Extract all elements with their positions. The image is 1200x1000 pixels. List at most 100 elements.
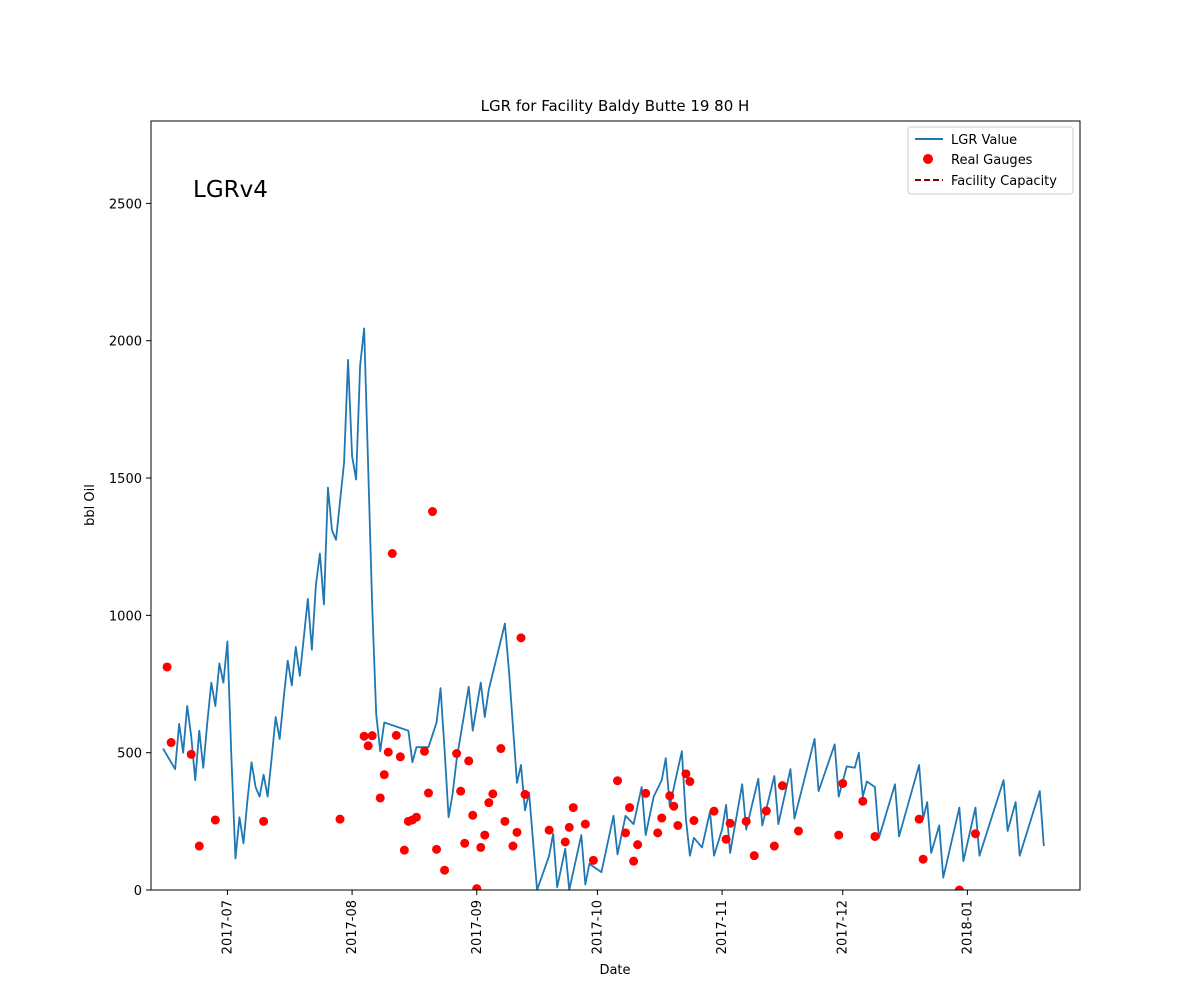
data-point-real-gauge xyxy=(970,829,980,839)
data-point-real-gauge xyxy=(673,820,683,830)
legend-entry-facility-capacity: Facility Capacity xyxy=(951,174,1057,189)
data-point-real-gauge xyxy=(367,731,377,741)
data-point-real-gauge xyxy=(725,818,735,828)
data-point-real-gauge xyxy=(399,845,409,855)
x-tick-label: 2017-12 xyxy=(836,900,851,954)
plot-area xyxy=(150,120,1081,891)
data-point-real-gauge xyxy=(508,841,518,851)
data-point-real-gauge xyxy=(520,789,530,799)
data-point-real-gauge xyxy=(210,815,220,825)
data-point-real-gauge xyxy=(500,816,510,826)
data-point-real-gauge xyxy=(391,730,401,740)
points-layer xyxy=(162,507,980,890)
chart-title: LGR for Facility Baldy Butte 19 80 H xyxy=(481,97,750,115)
data-point-real-gauge xyxy=(335,814,345,824)
data-point-real-gauge xyxy=(166,738,176,748)
data-point-real-gauge xyxy=(383,747,393,757)
legend-entry-real-gauges: Real Gauges xyxy=(951,153,1033,168)
data-point-real-gauge xyxy=(411,812,421,822)
data-point-real-gauge xyxy=(359,731,369,741)
data-point-real-gauge xyxy=(428,507,438,517)
data-point-real-gauge xyxy=(657,813,667,823)
data-point-real-gauge xyxy=(838,778,848,788)
data-point-real-gauge xyxy=(625,803,635,813)
data-point-real-gauge xyxy=(419,746,429,756)
legend-point-swatch xyxy=(923,154,933,164)
data-point-real-gauge xyxy=(564,822,574,832)
data-point-real-gauge xyxy=(749,851,759,861)
data-point-real-gauge xyxy=(379,770,389,780)
line-layer xyxy=(162,327,1045,890)
legend-box xyxy=(907,126,1074,195)
data-point-real-gauge xyxy=(259,816,269,826)
data-point-real-gauge xyxy=(452,749,462,758)
data-point-real-gauge xyxy=(440,865,450,875)
x-tick-label: 2018-01 xyxy=(960,900,975,954)
x-axis-label: Date xyxy=(599,963,630,978)
data-point-real-gauge xyxy=(476,842,486,852)
x-tick-label: 2017-10 xyxy=(590,900,605,954)
series-line-lgr-value xyxy=(162,327,1045,890)
data-point-real-gauge xyxy=(914,814,924,824)
x-tick-label: 2017-09 xyxy=(470,900,485,954)
data-point-real-gauge xyxy=(777,781,787,791)
data-point-real-gauge xyxy=(633,840,643,850)
x-tick-label: 2017-11 xyxy=(715,900,730,954)
data-point-real-gauge xyxy=(721,834,731,844)
data-point-real-gauge xyxy=(709,806,719,816)
data-point-real-gauge xyxy=(544,825,554,835)
y-axis: 0 500 1000 1500 2000 2500 xyxy=(109,197,151,899)
data-point-real-gauge xyxy=(186,749,196,759)
x-tick-label: 2017-07 xyxy=(220,900,235,954)
data-point-real-gauge xyxy=(793,826,803,836)
data-point-real-gauge xyxy=(432,844,442,854)
data-point-real-gauge xyxy=(496,744,506,754)
data-point-real-gauge xyxy=(512,827,522,837)
data-point-real-gauge xyxy=(629,856,639,866)
version-annotation: LGRv4 xyxy=(193,177,268,203)
data-point-real-gauge xyxy=(769,841,779,851)
data-point-real-gauge xyxy=(516,633,526,643)
data-point-real-gauge xyxy=(669,801,679,811)
data-point-real-gauge xyxy=(456,786,466,796)
data-point-real-gauge xyxy=(685,777,695,787)
data-point-real-gauge xyxy=(918,854,928,864)
data-point-real-gauge xyxy=(834,830,844,840)
x-axis: 2017-07 2017-08 2017-09 2017-10 2017-11 2017-… xyxy=(220,890,975,954)
data-point-real-gauge xyxy=(162,662,172,672)
data-point-real-gauge xyxy=(468,810,478,820)
data-point-real-gauge xyxy=(641,788,651,798)
data-point-real-gauge xyxy=(870,831,880,841)
y-tick-label: 1000 xyxy=(109,609,142,624)
data-point-real-gauge xyxy=(560,837,570,847)
data-point-real-gauge xyxy=(423,788,433,798)
data-point-real-gauge xyxy=(741,816,751,826)
data-point-real-gauge xyxy=(363,741,373,751)
data-point-real-gauge xyxy=(395,752,405,762)
data-point-real-gauge xyxy=(472,884,482,890)
y-tick-label: 2000 xyxy=(109,335,142,350)
y-tick-label: 1500 xyxy=(109,472,142,487)
data-point-real-gauge xyxy=(858,796,868,806)
data-point-real-gauge xyxy=(375,793,385,803)
data-point-real-gauge xyxy=(613,776,623,786)
data-point-real-gauge xyxy=(484,798,494,808)
data-point-real-gauge xyxy=(580,819,590,829)
data-point-real-gauge xyxy=(387,549,397,559)
y-tick-label: 500 xyxy=(117,747,142,762)
y-axis-label: bbl Oil xyxy=(83,484,98,526)
data-point-real-gauge xyxy=(761,806,771,816)
data-point-real-gauge xyxy=(689,816,699,826)
data-point-real-gauge xyxy=(588,855,598,865)
x-tick-label: 2017-08 xyxy=(345,900,360,954)
plot-frame xyxy=(150,120,1081,891)
y-tick-label: 2500 xyxy=(109,197,142,212)
data-point-real-gauge xyxy=(665,791,675,801)
data-point-real-gauge xyxy=(653,828,663,838)
data-point-real-gauge xyxy=(460,838,470,848)
data-point-real-gauge xyxy=(621,828,631,838)
y-tick-label: 0 xyxy=(134,884,142,899)
data-point-real-gauge xyxy=(194,841,204,851)
data-point-real-gauge xyxy=(464,756,474,766)
